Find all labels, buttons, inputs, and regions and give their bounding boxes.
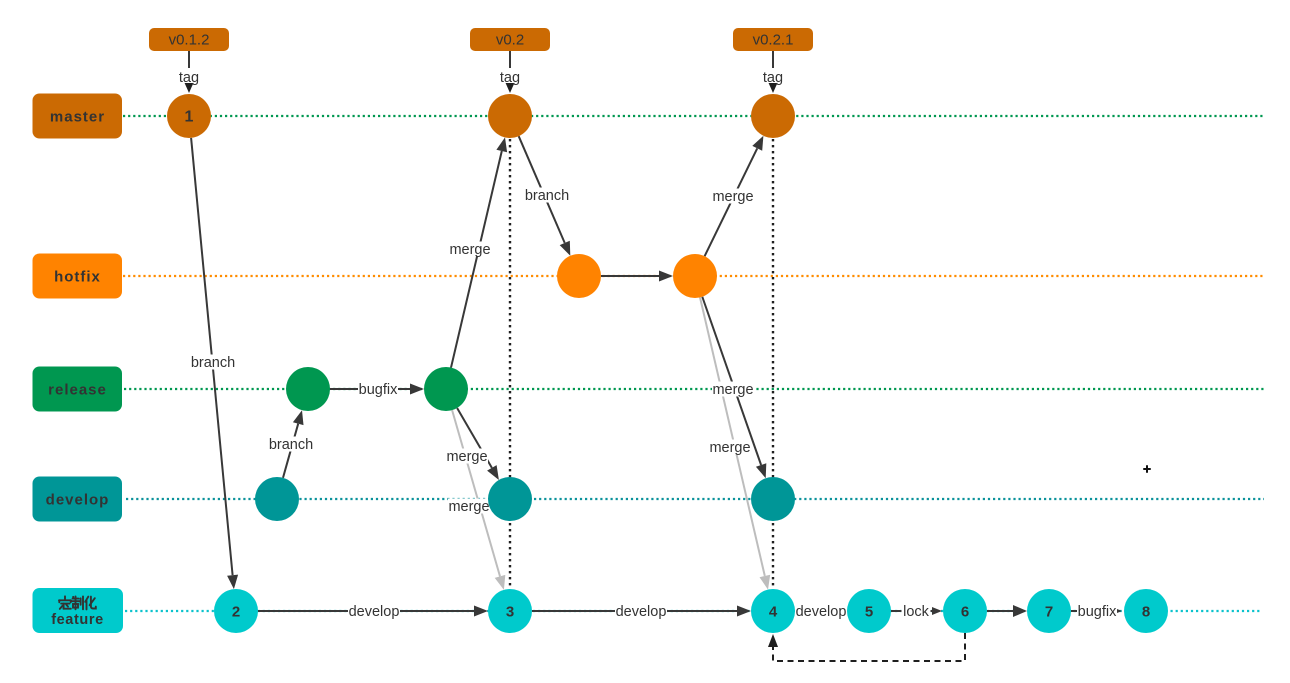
svg-text:hotfix: hotfix: [54, 269, 101, 286]
svg-text:merge: merge: [449, 242, 490, 258]
svg-text:branch: branch: [525, 188, 569, 204]
svg-text:8: 8: [1142, 604, 1150, 621]
svg-text:master: master: [50, 109, 105, 126]
svg-text:branch: branch: [191, 355, 235, 371]
svg-text:bugfix: bugfix: [359, 382, 398, 398]
svg-text:branch: branch: [269, 437, 313, 453]
svg-text:2: 2: [232, 604, 240, 621]
svg-text:merge: merge: [712, 189, 753, 205]
svg-text:lock: lock: [903, 604, 930, 620]
svg-text:merge: merge: [709, 440, 750, 456]
svg-text:v0.1.2: v0.1.2: [169, 32, 210, 49]
svg-text:merge: merge: [446, 449, 487, 465]
svg-text:v0.2.1: v0.2.1: [753, 32, 794, 49]
svg-text:tag: tag: [179, 70, 199, 86]
svg-text:6: 6: [961, 604, 969, 621]
svg-text:tag: tag: [763, 70, 783, 86]
svg-text:develop: develop: [796, 604, 847, 620]
svg-text:bugfix: bugfix: [1078, 604, 1117, 620]
svg-text:merge: merge: [448, 499, 489, 515]
svg-text:3: 3: [506, 604, 514, 621]
svg-text:5: 5: [865, 604, 873, 621]
svg-text:release: release: [48, 382, 107, 399]
svg-text:develop: develop: [349, 604, 400, 620]
svg-text:tag: tag: [500, 70, 520, 86]
svg-text:v0.2: v0.2: [496, 32, 524, 49]
svg-text:1: 1: [185, 109, 194, 126]
svg-text:develop: develop: [616, 604, 667, 620]
svg-text:7: 7: [1045, 604, 1053, 621]
svg-text:feature: feature: [51, 612, 104, 628]
svg-text:merge: merge: [712, 382, 753, 398]
svg-text:4: 4: [769, 604, 778, 621]
svg-text:develop: develop: [46, 492, 110, 509]
